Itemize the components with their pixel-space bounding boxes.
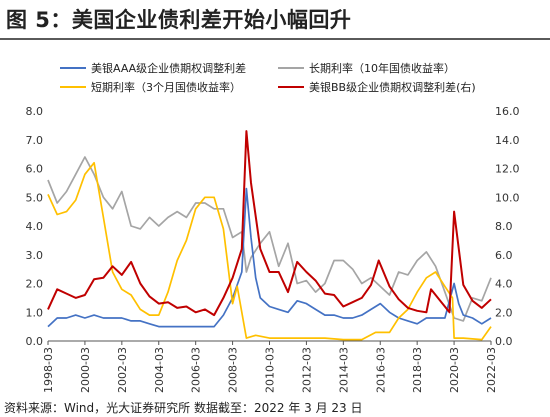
y-left-tick-label: 3.0 [26, 249, 44, 262]
legend-label-short: 短期利率（3个月国债收益率） [91, 80, 241, 94]
legend: 美银AAA级企业债期权调整利差 长期利率（10年国债收益率） 短期利率（3个月国债收… [60, 61, 476, 94]
x-tick-label: 2000-03 [79, 347, 92, 393]
y-right-tick-label: 8.0 [495, 220, 513, 233]
series-lines [47, 130, 492, 341]
y-left-tick-label: 7.0 [26, 134, 44, 147]
y-left-tick-label: 8.0 [26, 105, 44, 118]
y-right-tick-label: 14.0 [495, 134, 520, 147]
x-tick-label: 2022-03 [485, 347, 498, 393]
y-right-tick-label: 2.0 [495, 306, 513, 319]
x-tick-label: 2008-03 [227, 347, 240, 393]
y-left-tick-label: 4.0 [26, 220, 44, 233]
title-divider [0, 38, 550, 40]
axes: 0.0 1.0 2.0 3.0 4.0 5.0 6.0 7.0 8.0 0.0 2.0 4.0 6.0 8… [26, 105, 520, 393]
y-right-tick-label: 0.0 [495, 335, 513, 348]
y-left-tick-label: 1.0 [26, 306, 44, 319]
legend-label-aaa: 美银AAA级企业债期权调整利差 [91, 61, 246, 75]
series-line-aaa [47, 187, 492, 328]
y-left-tick-label: 2.0 [26, 278, 44, 291]
series-line-long [47, 156, 492, 322]
x-tick-label: 2010-03 [264, 347, 277, 393]
x-tick-label: 2016-03 [374, 347, 387, 393]
x-tick-label: 2020-03 [448, 347, 461, 393]
x-tick-label: 2006-03 [190, 347, 203, 393]
y-right-tick-label: 6.0 [495, 249, 513, 262]
y-left-tick-label: 5.0 [26, 191, 44, 204]
x-tick-label: 1998-03 [42, 347, 55, 393]
x-tick-label: 2012-03 [300, 347, 313, 393]
series-line-bb [47, 130, 492, 317]
legend-label-bb: 美银BB级企业债期权调整利差(右) [309, 80, 476, 94]
y-left-tick-label: 6.0 [26, 163, 44, 176]
y-right-tick-label: 4.0 [495, 278, 513, 291]
y-right-tick-label: 16.0 [495, 105, 520, 118]
legend-label-long: 长期利率（10年国债收益率） [309, 61, 455, 75]
y-right-tick-label: 10.0 [495, 191, 520, 204]
chart-title: 图 5：美国企业债利差开始小幅回升 [6, 8, 352, 32]
source-note: 资料来源：Wind，光大证券研究所 数据截至：2022 年 3 月 23 日 [4, 401, 363, 415]
y-left-tick-label: 0.0 [26, 335, 44, 348]
line-chart: 美银AAA级企业债期权调整利差 长期利率（10年国债收益率） 短期利率（3个月国债收… [26, 61, 520, 393]
x-tick-label: 2002-03 [116, 347, 129, 393]
x-tick-label: 2018-03 [411, 347, 424, 393]
x-tick-label: 2004-03 [153, 347, 166, 393]
series-line-short [47, 161, 492, 341]
y-right-tick-label: 12.0 [495, 163, 520, 176]
x-tick-label: 2014-03 [337, 347, 350, 393]
